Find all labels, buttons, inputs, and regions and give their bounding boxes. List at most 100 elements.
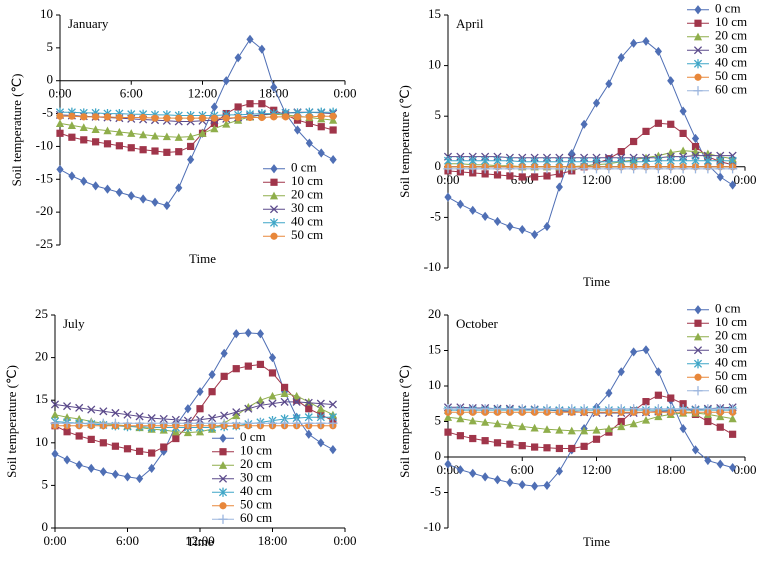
marker [694,5,702,15]
marker [543,444,551,452]
marker [567,426,576,435]
legend-label: 50 cm [291,227,323,242]
marker [269,191,279,200]
legend-label: 20 cm [715,28,747,43]
marker [198,114,207,122]
y-axis-label: Soil temperature (℃) [397,85,412,198]
marker [605,79,613,89]
marker [654,412,663,421]
marker [219,448,227,456]
series-line [60,111,334,117]
marker [693,46,703,55]
marker [111,408,120,418]
marker [99,467,107,477]
marker [518,173,526,181]
marker [292,418,302,428]
marker [103,126,112,135]
legend-label: 40 cm [715,55,747,70]
marker [103,184,112,194]
marker [468,164,478,174]
marker [232,365,240,373]
marker [184,404,192,414]
marker [208,388,216,396]
marker [68,133,76,141]
marker [456,414,465,423]
marker [642,127,650,135]
marker [159,418,169,428]
y-tick-label: 5 [47,39,54,54]
legend-label: 30 cm [715,341,747,356]
marker [729,430,737,438]
marker [220,411,229,420]
marker [232,329,240,339]
marker [98,418,108,428]
marker [630,137,638,146]
series-line [448,160,733,163]
marker [579,164,589,174]
marker [218,514,228,524]
marker [666,404,676,414]
marker [493,216,502,227]
marker [653,164,663,174]
marker [641,404,651,414]
marker [279,418,290,428]
marker [92,181,100,191]
marker [91,125,100,133]
marker [234,53,242,63]
marker [293,396,301,404]
y-tick-label: 5 [435,412,442,427]
marker [255,418,266,428]
marker [122,418,133,428]
marker [693,86,703,96]
marker [231,418,241,428]
marker [62,413,72,421]
marker [729,180,737,190]
marker [580,426,589,435]
x-tick-label: 12:00 [185,533,215,548]
marker [518,480,526,490]
marker [616,164,626,174]
x-axis-label: Time [583,274,610,289]
marker [456,199,464,209]
legend-label: 40 cm [240,483,272,498]
marker [567,404,577,414]
marker [444,459,452,469]
marker [304,397,313,406]
marker [280,397,289,406]
legend-label: 10 cm [240,443,272,458]
x-tick-label: 0:00 [436,462,459,477]
marker [694,73,702,81]
marker [505,164,515,174]
marker [555,182,563,192]
marker [293,125,302,135]
marker [654,46,662,57]
marker [654,391,662,399]
marker [542,425,552,433]
marker [517,404,527,414]
marker [617,52,625,63]
marker [305,405,313,413]
marker [667,394,675,402]
marker [666,164,676,174]
marker [305,119,313,128]
x-tick-label: 0:00 [436,172,459,187]
y-tick-label: 15 [428,6,441,21]
y-tick-label: 15 [35,391,48,406]
marker [162,132,171,141]
marker [480,404,490,414]
marker [115,113,123,122]
x-tick-label: 18:00 [259,86,289,101]
marker [270,164,278,174]
marker [55,119,65,128]
marker [92,138,100,146]
marker [171,418,181,428]
panel-title: April [456,16,484,31]
y-tick-label: 15 [428,341,441,356]
marker [543,172,551,180]
marker [493,419,502,428]
marker [175,114,183,122]
legend-label: 60 cm [240,510,272,525]
marker [531,173,539,181]
y-tick-label: 10 [428,377,441,392]
marker [305,113,313,121]
